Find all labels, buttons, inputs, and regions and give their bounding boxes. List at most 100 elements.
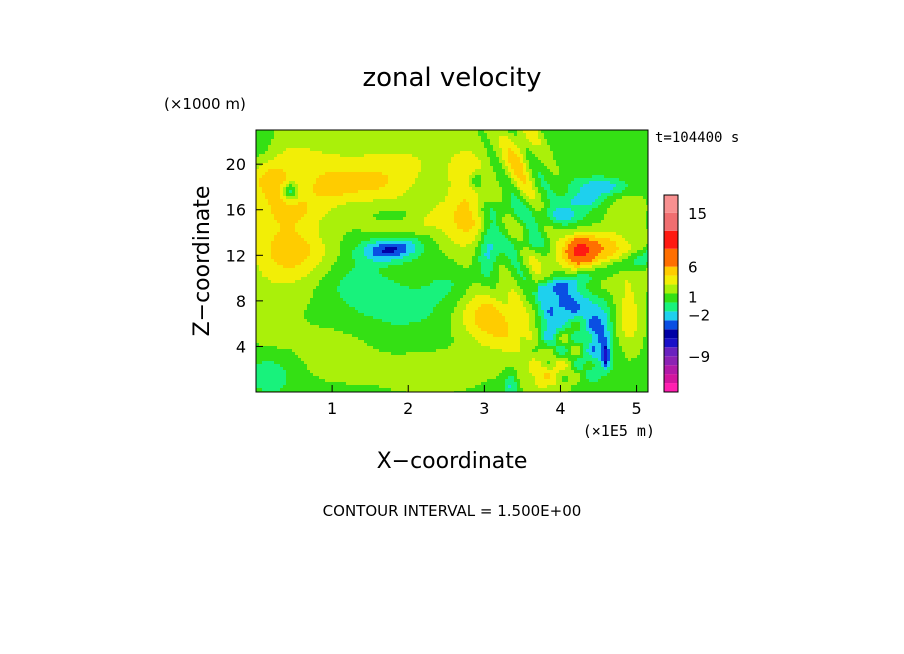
contour-cell <box>370 199 374 203</box>
contour-cell <box>505 217 509 221</box>
contour-cell <box>562 187 566 191</box>
contour-cell <box>466 151 470 155</box>
contour-cell <box>631 202 635 206</box>
contour-cell <box>631 178 635 182</box>
contour-cell <box>295 145 299 149</box>
contour-cell <box>508 145 512 149</box>
contour-cell <box>520 226 524 230</box>
contour-cell <box>349 160 353 164</box>
contour-cell <box>460 154 464 158</box>
contour-cell <box>526 214 530 218</box>
contour-cell <box>259 163 263 167</box>
contour-cell <box>466 199 470 203</box>
contour-cell <box>352 238 356 242</box>
contour-cell <box>424 193 428 197</box>
contour-cell <box>469 133 473 137</box>
contour-cell <box>550 163 554 167</box>
contour-cell <box>286 202 290 206</box>
contour-cell <box>277 169 281 173</box>
contour-cell <box>595 229 599 233</box>
contour-cell <box>406 154 410 158</box>
contour-cell <box>409 145 413 149</box>
contour-cell <box>472 178 476 182</box>
contour-cell <box>625 199 629 203</box>
contour-cell <box>343 232 347 236</box>
contour-cell <box>412 214 416 218</box>
contour-cell <box>325 148 329 152</box>
contour-cell <box>325 175 329 179</box>
contour-cell <box>571 130 575 134</box>
contour-cell <box>469 208 473 212</box>
contour-cell <box>376 139 380 143</box>
contour-cell <box>373 130 377 134</box>
contour-cell <box>370 139 374 143</box>
contour-cell <box>271 154 275 158</box>
contour-cell <box>280 133 284 137</box>
contour-cell <box>352 196 356 200</box>
contour-cell <box>532 187 536 191</box>
contour-cell <box>397 226 401 230</box>
contour-cell <box>607 145 611 149</box>
contour-cell <box>424 181 428 185</box>
contour-cell <box>559 142 563 146</box>
contour-cell <box>499 175 503 179</box>
contour-cell <box>397 151 401 155</box>
contour-cell <box>547 214 551 218</box>
contour-cell <box>361 133 365 137</box>
contour-cell <box>283 214 287 218</box>
contour-cell <box>298 202 302 206</box>
contour-cell <box>646 184 648 188</box>
contour-cell <box>391 160 395 164</box>
contour-cell <box>376 211 380 215</box>
contour-cell <box>337 148 341 152</box>
contour-cell <box>583 232 587 236</box>
contour-cell <box>439 220 443 224</box>
contour-cell <box>538 196 542 200</box>
contour-cell <box>544 226 548 230</box>
contour-cell <box>445 220 449 224</box>
contour-cell <box>625 214 629 218</box>
contour-cell <box>307 130 311 134</box>
contour-cell <box>520 142 524 146</box>
contour-cell <box>277 235 281 239</box>
contour-cell <box>343 199 347 203</box>
contour-cell <box>445 214 449 218</box>
contour-cell <box>637 229 641 233</box>
contour-cell <box>538 223 542 227</box>
contour-cell <box>604 199 608 203</box>
contour-cell <box>583 202 587 206</box>
contour-cell <box>319 154 323 158</box>
contour-cell <box>283 241 287 245</box>
contour-cell <box>481 148 485 152</box>
contour-cell <box>640 136 644 140</box>
contour-cell <box>556 145 560 149</box>
contour-cell <box>613 166 617 170</box>
contour-cell <box>406 151 410 155</box>
contour-cell <box>592 160 596 164</box>
contour-cell <box>514 166 518 170</box>
contour-cell <box>280 238 284 242</box>
contour-cell <box>463 136 467 140</box>
contour-cell <box>592 148 596 152</box>
contour-cell <box>292 169 296 173</box>
contour-cell <box>448 190 452 194</box>
contour-cell <box>493 166 497 170</box>
contour-cell <box>544 232 548 236</box>
contour-cell <box>481 163 485 167</box>
contour-cell <box>541 154 545 158</box>
contour-cell <box>553 163 557 167</box>
contour-cell <box>418 232 422 236</box>
contour-cell <box>355 148 359 152</box>
contour-cell <box>622 136 626 140</box>
contour-cell <box>481 223 485 227</box>
contour-cell <box>262 241 266 245</box>
contour-cell <box>271 187 275 191</box>
contour-cell <box>547 208 551 212</box>
contour-cell <box>565 154 569 158</box>
contour-cell <box>535 211 539 215</box>
contour-cell <box>502 148 506 152</box>
contour-cell <box>481 214 485 218</box>
contour-cell <box>598 229 602 233</box>
contour-cell <box>310 151 314 155</box>
contour-cell <box>613 160 617 164</box>
